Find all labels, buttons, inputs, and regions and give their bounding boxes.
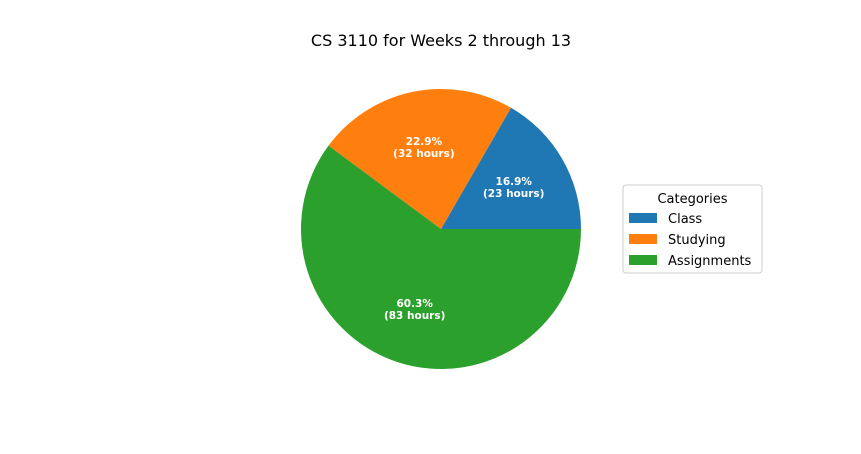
slice-label-class: 16.9% (23 hours) bbox=[483, 176, 544, 200]
legend-label-class: Class bbox=[668, 212, 702, 227]
slice-label-assignments: 60.3% (83 hours) bbox=[384, 298, 445, 322]
pie-slice-studying bbox=[328, 89, 511, 229]
legend-title: Categories bbox=[657, 192, 727, 207]
pie-slice-labels: 16.9% (23 hours) 22.9% (32 hours) 60.3% (83 h… bbox=[384, 136, 545, 322]
legend-swatch-assignments bbox=[629, 255, 657, 265]
slice-hours-label: (23 hours) bbox=[483, 188, 544, 200]
legend-frame bbox=[622, 184, 763, 274]
pie-slice-class bbox=[441, 107, 581, 229]
slice-label-studying: 22.9% (32 hours) bbox=[393, 136, 454, 160]
slice-percent-label: 22.9% bbox=[406, 136, 443, 148]
slice-hours-label: (32 hours) bbox=[393, 148, 454, 160]
legend: Categories Class Studying Assignments bbox=[622, 184, 763, 274]
slice-percent-label: 16.9% bbox=[496, 176, 533, 188]
chart-title: CS 3110 for Weeks 2 through 13 bbox=[311, 31, 571, 50]
legend-entries: Class Studying Assignments bbox=[629, 212, 752, 269]
slice-percent-label: 60.3% bbox=[396, 298, 433, 310]
legend-label-studying: Studying bbox=[668, 233, 726, 248]
legend-label-assignments: Assignments bbox=[668, 254, 752, 269]
pie-slices bbox=[301, 89, 581, 369]
legend-swatch-class bbox=[629, 213, 657, 223]
slice-hours-label: (83 hours) bbox=[384, 310, 445, 322]
pie-slice-assignments bbox=[301, 145, 581, 369]
legend-swatch-studying bbox=[629, 234, 657, 244]
